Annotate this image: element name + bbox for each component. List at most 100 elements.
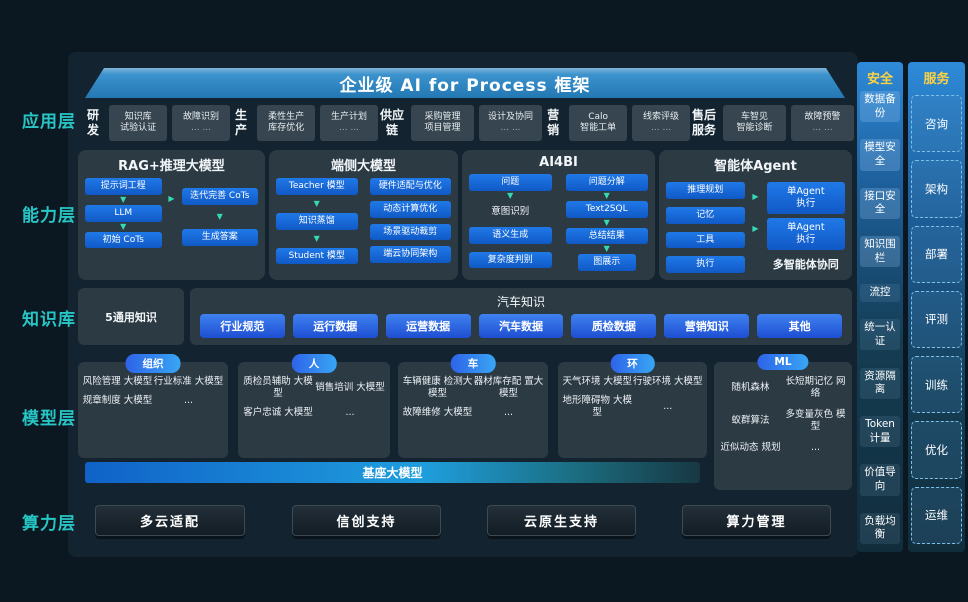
flow-box: LLM xyxy=(85,204,162,222)
security-item: 模型安全 xyxy=(860,139,900,171)
app-box: 知识库 试验认证 xyxy=(109,104,168,141)
service-item: 运维 xyxy=(911,486,962,544)
layer-label-compute: 算力层 xyxy=(22,514,76,534)
knowledge-pill: 质检数据 xyxy=(571,314,657,338)
knowledge-pill: 运营数据 xyxy=(385,314,471,338)
flow-box: 总结结果 xyxy=(565,227,648,245)
model-item: 近似动态 规划 xyxy=(720,441,781,453)
agent-exec-box: 单Agent 执行 xyxy=(766,182,845,214)
app-box: Calo 智能工单 xyxy=(569,104,628,141)
flow-box: 动态计算优化 xyxy=(369,200,451,218)
model-item: 客户忠诚 大模型 xyxy=(243,406,313,418)
flow-box: 端云协同架构 xyxy=(369,246,451,264)
card-title: AI4BI xyxy=(539,155,578,170)
card-title: 端侧大模型 xyxy=(330,159,396,174)
model-item: ... xyxy=(503,406,514,418)
app-group-supply-chain: 供应链 采购管理 项目管理 设计及协同 ... ... xyxy=(378,104,543,141)
service-item: 架构 xyxy=(911,160,962,218)
app-box-line: 智能诊断 xyxy=(736,122,773,133)
card-title: 智能体Agent xyxy=(714,159,797,174)
flow-box: 提示词工程 xyxy=(85,178,162,195)
knowledge-pill: 汽车数据 xyxy=(478,314,564,338)
model-item: 销售培训 大模型 xyxy=(315,381,385,393)
flow-box: 语义生成 xyxy=(469,226,552,244)
compute-item-xinchuang: 信创支持 xyxy=(292,505,441,536)
card-title: 汽车知识 xyxy=(496,295,545,309)
app-box-line: 设计及协同 xyxy=(488,111,534,122)
app-box-line: 项目管理 xyxy=(424,122,461,133)
model-card-vehicle: 车 车辆健康 检测大模型 器材库存配 置大模型 故障维修 大模型 ... xyxy=(398,354,548,458)
service-item: 训练 xyxy=(911,356,962,414)
model-pill: 车 xyxy=(450,354,496,373)
agent-exec-line: 单Agent xyxy=(786,186,825,197)
security-item: 负载均衡 xyxy=(860,512,900,544)
service-item: 部署 xyxy=(911,225,962,283)
flow-box: 工具 xyxy=(666,231,745,249)
app-box-line: Calo xyxy=(588,111,608,122)
app-box: 设计及协同 ... ... xyxy=(479,104,543,141)
flow-box: Text2SQL xyxy=(565,200,648,218)
model-card-environment: 环 天气环境 大模型 行驶环境 大模型 地形障碍物 大模型 ... xyxy=(558,354,707,458)
service-item: 优化 xyxy=(911,421,962,479)
service-header: 服务 xyxy=(923,72,950,87)
knowledge-pill: 行业规范 xyxy=(200,314,285,338)
auto-knowledge-card: 汽车知识 行业规范 运行数据 运营数据 汽车数据 质检数据 营销知识 其他 xyxy=(190,288,852,345)
card-title: RAG+推理大模型 xyxy=(118,159,225,174)
agent-exec-line: 执行 xyxy=(796,197,816,209)
app-group-name: 售后服务 xyxy=(692,108,717,137)
arrow-down-icon: ▼ xyxy=(603,217,610,227)
app-box-line: ... ... xyxy=(651,122,672,133)
security-column: 安全 数据备份 模型安全 接口安全 知识围栏 流控 统一认证 资源隔离 Toke… xyxy=(857,62,903,552)
app-group-after-sales: 售后服务 车智见 智能诊断 故障预警 ... ... xyxy=(690,104,855,141)
model-item: 天气环境 大模型 xyxy=(562,376,633,387)
app-group-name: 营销 xyxy=(547,108,560,137)
model-item: ... xyxy=(183,394,194,406)
model-item: 规章制度 大模型 xyxy=(82,394,153,406)
model-item: 车辆健康 检测大模型 xyxy=(402,376,473,399)
arrow-right-icon: ▶ xyxy=(752,224,759,233)
flow-box: 问题分解 xyxy=(565,174,648,191)
arrow-right-icon: ▶ xyxy=(752,192,759,201)
app-box-line: ... ... xyxy=(500,122,521,133)
app-box-line: 智能工单 xyxy=(580,122,617,133)
arrow-down-icon: ▼ xyxy=(603,244,610,254)
model-item: 质检员辅助 大模型 xyxy=(243,376,313,399)
app-box: 柔性生产 库存优化 xyxy=(257,104,316,141)
flow-box: 图展示 xyxy=(577,254,636,272)
app-box-line: 生产计划 xyxy=(331,111,368,122)
service-column: 服务 咨询 架构 部署 评测 训练 优化 运维 xyxy=(908,62,965,552)
page-title: 企业级 AI for Process 框架 xyxy=(85,68,845,98)
capability-card-rag: RAG+推理大模型 提示词工程 ▼ LLM ▼ 初始 CoTs ▶ 迭代完善 C… xyxy=(78,150,265,280)
flow-box: 推理规划 xyxy=(666,182,745,199)
app-box-line: 库存优化 xyxy=(268,122,305,133)
model-item: 风险管理 大模型 xyxy=(82,376,153,387)
model-item: 地形障碍物 大模型 xyxy=(562,394,633,418)
app-group-rd: 研发 知识库 试验认证 故障识别 ... ... xyxy=(82,104,230,141)
model-pill: 环 xyxy=(610,354,655,373)
agent-exec-line: 执行 xyxy=(796,233,816,245)
agent-exec-line: 单Agent xyxy=(786,221,825,233)
app-group-marketing: 营销 Calo 智能工单 线索评级 ... ... xyxy=(542,104,691,141)
app-box-line: 故障识别 xyxy=(183,111,220,122)
app-box-line: ... ... xyxy=(339,122,360,133)
flow-label: 意图识别 xyxy=(491,205,530,217)
capability-card-edge-model: 端侧大模型 Teacher 模型 ▼ 知识蒸馏 ▼ Student 模型 硬件适… xyxy=(269,150,458,280)
security-item: 知识围栏 xyxy=(860,236,900,268)
app-box-line: 故障预警 xyxy=(804,111,841,122)
arrow-down-icon: ▼ xyxy=(216,211,223,221)
knowledge-pill: 营销知识 xyxy=(664,314,750,338)
layer-label-capability: 能力层 xyxy=(22,206,76,226)
model-item: 行驶环境 大模型 xyxy=(632,376,703,387)
model-pill: 人 xyxy=(291,354,337,373)
flow-box: 执行 xyxy=(666,256,745,274)
service-item: 咨询 xyxy=(911,95,962,153)
app-box: 车智见 智能诊断 xyxy=(723,104,787,141)
security-item: 接口安全 xyxy=(860,187,900,219)
security-item: 价值导向 xyxy=(860,464,900,496)
arrow-right-icon: ▶ xyxy=(168,194,175,203)
model-pill: 组织 xyxy=(125,354,181,373)
compute-item-compute-mgmt: 算力管理 xyxy=(682,505,831,536)
flow-box: 问题 xyxy=(469,174,552,191)
arrow-down-icon: ▼ xyxy=(120,221,127,231)
